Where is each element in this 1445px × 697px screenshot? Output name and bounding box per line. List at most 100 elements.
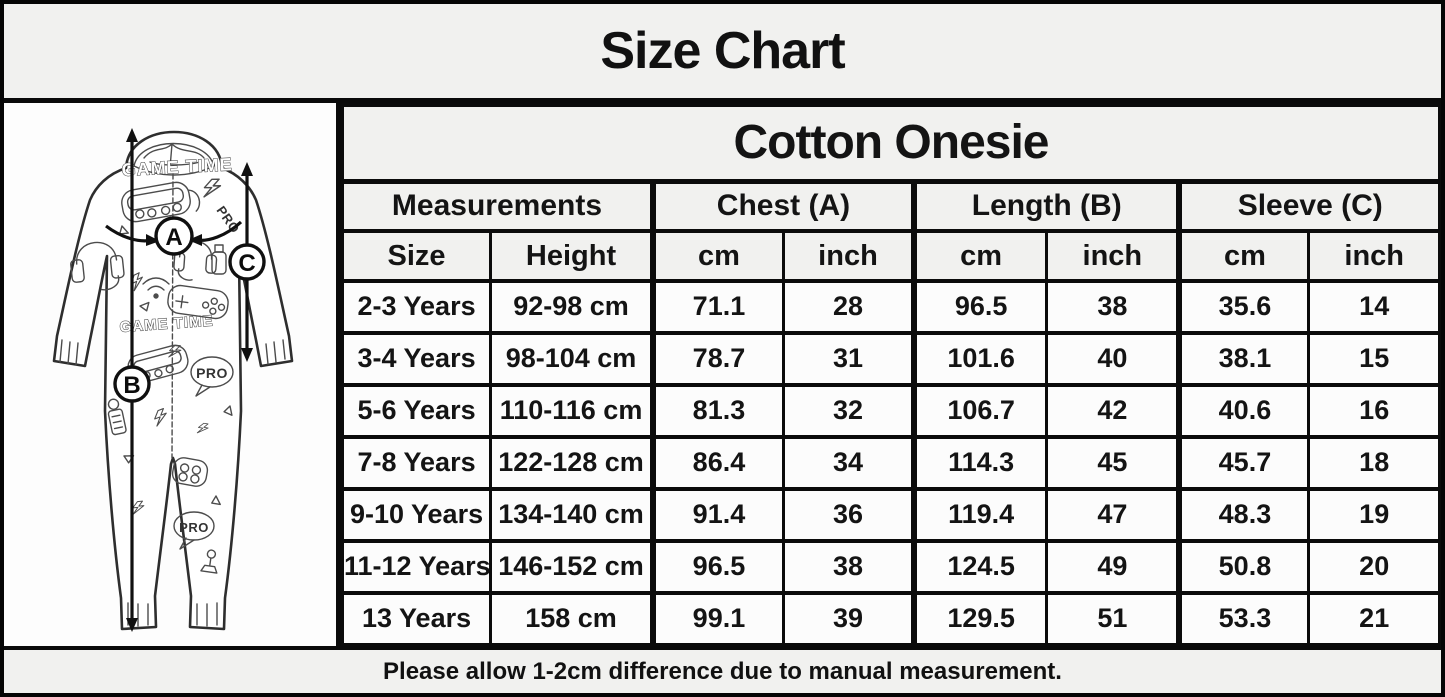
hood-opening xyxy=(133,142,215,176)
table-row: 7-8 Years 122-128 cm 86.4 34 114.3 45 45.7 18 xyxy=(340,435,1441,491)
page-title: Size Chart xyxy=(600,22,845,80)
size-table-body: 2-3 Years 92-98 cm 71.1 28 96.5 38 35.6 14 3-4 Y… xyxy=(340,279,1441,646)
value-cell: 38 xyxy=(781,539,916,595)
height-cell: 158 cm xyxy=(489,591,655,646)
value-cell: 51 xyxy=(1045,591,1181,646)
group-header-chest: Chest (A) xyxy=(649,179,916,233)
value-cell: 42 xyxy=(1045,383,1181,439)
value-cell: 35.6 xyxy=(1176,279,1311,335)
value-cell: 129.5 xyxy=(911,591,1049,646)
size-table-wrap: Cotton Onesie Measurements Chest (A) Len… xyxy=(340,103,1442,646)
height-cell: 122-128 cm xyxy=(489,435,655,491)
group-header-measurements: Measurements xyxy=(340,179,655,233)
group-header-sleeve: Sleeve (C) xyxy=(1176,179,1442,233)
value-cell: 96.5 xyxy=(911,279,1049,335)
pattern-headphones-left xyxy=(70,241,125,291)
value-cell: 45.7 xyxy=(1176,435,1311,491)
value-cell: 16 xyxy=(1307,383,1441,439)
group-header-length: Length (B) xyxy=(910,179,1181,233)
group-header-row: Measurements Chest (A) Length (B) Sleeve… xyxy=(340,179,1442,233)
value-cell: 36 xyxy=(781,487,916,543)
measure-line-b: B xyxy=(113,128,151,632)
product-title: Cotton Onesie xyxy=(341,103,1441,184)
col-header-chest-cm: cm xyxy=(649,229,785,283)
size-cell: 2-3 Years xyxy=(340,279,493,335)
value-cell: 106.7 xyxy=(911,383,1049,439)
height-cell: 98-104 cm xyxy=(489,331,655,387)
col-header-sleeve-cm: cm xyxy=(1176,229,1311,283)
size-cell: 5-6 Years xyxy=(340,383,493,439)
value-cell: 53.3 xyxy=(1176,591,1311,646)
value-cell: 21 xyxy=(1307,591,1441,646)
measure-line-a: A xyxy=(105,216,243,256)
value-cell: 91.4 xyxy=(649,487,785,543)
pattern-controller-2 xyxy=(167,284,229,320)
pattern-pro-bubble-1: PRO xyxy=(190,356,234,397)
pattern-charm xyxy=(107,398,127,436)
size-cell: 7-8 Years xyxy=(340,435,493,491)
illustration-cell: GAME TIME GAME TIME PRO xyxy=(4,103,341,646)
value-cell: 119.4 xyxy=(911,487,1049,543)
svg-text:PRO: PRO xyxy=(179,520,209,535)
value-cell: 47 xyxy=(1045,487,1181,543)
footer-bar: Please allow 1-2cm difference due to man… xyxy=(4,646,1441,693)
height-cell: 146-152 cm xyxy=(489,539,655,595)
table-row: 9-10 Years 134-140 cm 91.4 36 119.4 47 48.3 19 xyxy=(340,487,1441,543)
value-cell: 39 xyxy=(781,591,916,646)
value-cell: 18 xyxy=(1307,435,1441,491)
title-bar: Size Chart xyxy=(4,4,1441,103)
value-cell: 34 xyxy=(781,435,916,491)
value-cell: 20 xyxy=(1307,539,1441,595)
size-table: Cotton Onesie Measurements Chest (A) Len… xyxy=(340,103,1442,646)
pattern-pro-bubble-2: PRO xyxy=(173,511,215,550)
table-row: 3-4 Years 98-104 cm 78.7 31 101.6 40 38.1 15 xyxy=(340,331,1441,387)
size-cell: 11-12 Years xyxy=(340,539,493,595)
pattern-joystick xyxy=(200,549,218,574)
value-cell: 45 xyxy=(1045,435,1181,491)
table-row: 5-6 Years 110-116 cm 81.3 32 106.7 42 40.6 16 xyxy=(340,383,1441,439)
value-cell: 19 xyxy=(1307,487,1441,543)
pattern-controller-1 xyxy=(121,181,201,223)
measurement-disclaimer: Please allow 1-2cm difference due to man… xyxy=(383,657,1062,685)
hood-crinkles xyxy=(143,143,205,169)
main-area: GAME TIME GAME TIME PRO xyxy=(4,103,1442,646)
value-cell: 114.3 xyxy=(911,435,1049,491)
marker-a-label: A xyxy=(165,224,182,251)
size-cell: 3-4 Years xyxy=(340,331,493,387)
pattern-bottle xyxy=(211,244,227,275)
height-cell: 134-140 cm xyxy=(489,487,655,543)
col-header-size: Size xyxy=(340,229,493,283)
value-cell: 32 xyxy=(781,383,916,439)
marker-b-label: B xyxy=(123,372,140,399)
pattern-game-time-1: GAME TIME xyxy=(121,154,233,180)
product-header-row: Cotton Onesie xyxy=(341,103,1441,184)
value-cell: 38 xyxy=(1045,279,1181,335)
value-cell: 96.5 xyxy=(649,539,785,595)
col-header-length-cm: cm xyxy=(911,229,1049,283)
size-cell: 13 Years xyxy=(340,591,493,646)
sub-header-row: Size Height cm inch cm inch cm inch xyxy=(340,229,1441,283)
value-cell: 49 xyxy=(1045,539,1181,595)
value-cell: 81.3 xyxy=(649,383,785,439)
table-row: 2-3 Years 92-98 cm 71.1 28 96.5 38 35.6 14 xyxy=(340,279,1441,335)
value-cell: 71.1 xyxy=(649,279,785,335)
col-header-height: Height xyxy=(489,229,655,283)
value-cell: 78.7 xyxy=(649,331,785,387)
value-cell: 48.3 xyxy=(1176,487,1311,543)
value-cell: 28 xyxy=(781,279,916,335)
cuff-ribbing xyxy=(59,339,286,627)
col-header-chest-inch: inch xyxy=(781,229,916,283)
table-row: 11-12 Years 146-152 cm 96.5 38 124.5 49 50.8 20 xyxy=(340,539,1441,595)
value-cell: 38.1 xyxy=(1176,331,1311,387)
value-cell: 31 xyxy=(781,331,916,387)
value-cell: 101.6 xyxy=(911,331,1049,387)
pattern-gamepad-leg xyxy=(171,457,209,487)
value-cell: 14 xyxy=(1307,279,1441,335)
value-cell: 99.1 xyxy=(649,591,785,646)
height-cell: 92-98 cm xyxy=(489,279,655,335)
col-header-length-inch: inch xyxy=(1045,229,1181,283)
col-header-sleeve-inch: inch xyxy=(1307,229,1441,283)
height-cell: 110-116 cm xyxy=(489,383,655,439)
measure-line-c: C xyxy=(228,162,266,362)
